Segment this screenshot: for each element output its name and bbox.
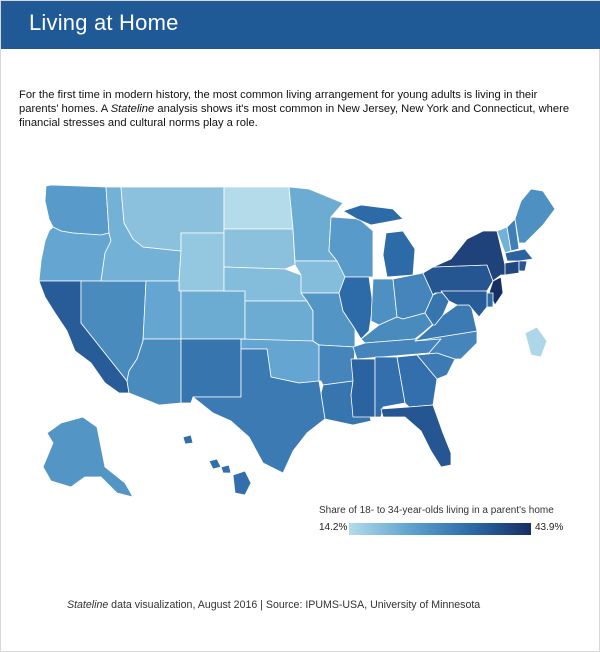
state-ct[interactable]: [504, 260, 520, 276]
state-or[interactable]: [38, 226, 112, 282]
state-ks[interactable]: [244, 300, 314, 342]
footer-credit: Stateline data visualization, August 201…: [67, 599, 480, 611]
state-tx[interactable]: [192, 348, 326, 474]
legend-min-label: 14.2%: [319, 522, 348, 533]
state-hi-oahu[interactable]: [208, 458, 222, 470]
legend-color-scale: [349, 523, 531, 535]
state-nd[interactable]: [223, 186, 294, 230]
state-in[interactable]: [370, 278, 398, 326]
state-ak[interactable]: [42, 416, 134, 498]
intro-part-1: For the first time in modern history, th…: [19, 89, 538, 115]
state-co[interactable]: [180, 290, 246, 340]
state-nm[interactable]: [180, 338, 242, 404]
state-pa[interactable]: [422, 264, 494, 296]
state-dc[interactable]: [524, 326, 548, 358]
states-layer: [38, 184, 556, 498]
state-hi[interactable]: [232, 470, 252, 496]
state-hi-maui[interactable]: [220, 464, 232, 474]
state-mi-upper[interactable]: [342, 204, 404, 226]
us-choropleth-map: [31, 181, 576, 506]
state-me[interactable]: [514, 188, 556, 244]
state-md[interactable]: [440, 290, 488, 318]
state-ar[interactable]: [318, 344, 356, 386]
map-svg: [38, 184, 556, 498]
header-bar: Living at Home: [1, 1, 600, 49]
legend: Share of 18- to 34-year-olds living in a…: [319, 505, 579, 545]
state-de[interactable]: [486, 292, 494, 308]
intro-brand: Stateline: [110, 102, 155, 115]
state-nc[interactable]: [414, 330, 478, 360]
state-ri[interactable]: [518, 260, 528, 272]
state-va[interactable]: [414, 304, 478, 342]
state-wy[interactable]: [178, 232, 225, 292]
footer-source: data visualization, August 2016 | Source…: [108, 599, 481, 611]
intro-part-2: analysis shows it's most common in New J…: [19, 102, 570, 129]
footer-brand: Stateline: [67, 599, 109, 611]
state-wv[interactable]: [424, 290, 450, 326]
page-title: Living at Home: [29, 10, 179, 35]
legend-title: Share of 18- to 34-year-olds living in a…: [319, 505, 554, 516]
legend-max-label: 43.9%: [535, 522, 564, 533]
state-ma[interactable]: [504, 248, 534, 262]
state-ms[interactable]: [350, 358, 376, 418]
intro-text: For the first time in modern history, th…: [19, 89, 579, 130]
state-hi-kauai[interactable]: [182, 434, 194, 445]
state-ia[interactable]: [294, 260, 346, 294]
state-ut[interactable]: [142, 280, 182, 342]
state-mi[interactable]: [382, 230, 416, 278]
state-fl[interactable]: [380, 404, 452, 468]
state-sd[interactable]: [223, 228, 296, 270]
